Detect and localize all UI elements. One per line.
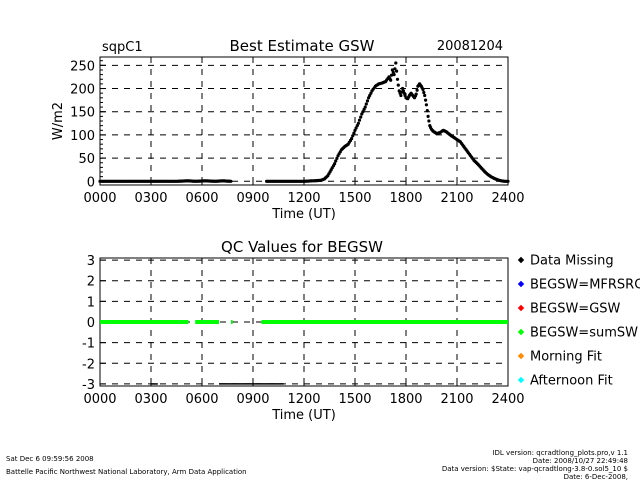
x-tick-label: 2100: [440, 191, 473, 206]
legend-label: Afternoon Fit: [530, 374, 613, 389]
chart-2: 0000 0300 0600 0900 1200 1500 1800 2100 2400 3 2 1 0…: [82, 254, 525, 423]
x-axis-label: Time (UT): [271, 408, 336, 423]
legend-marker: [517, 304, 525, 312]
legend-marker: [517, 328, 525, 336]
data-point: [334, 159, 338, 163]
data-point: [350, 137, 354, 141]
legend-label: BEGSW=MFRSRG: [530, 278, 640, 293]
y-tick-label: 0: [87, 175, 95, 190]
data-point: [393, 67, 397, 71]
data-point: [395, 69, 399, 73]
x-axis-label: Time (UT): [271, 207, 336, 222]
data-point: [359, 115, 363, 119]
x-tick-label: 1200: [287, 392, 320, 407]
chart-2-title: QC Values for BEGSW: [221, 238, 383, 256]
x-tick-label: 2100: [440, 392, 473, 407]
site-label: sqpC1: [102, 40, 143, 55]
legend-marker: [517, 280, 525, 288]
data-point: [333, 162, 337, 166]
legend-marker: [517, 256, 525, 264]
chart-1: 0000 0300 0600 0900 1200 1500 1800 2100 2400 0 50 1…: [51, 56, 525, 222]
data-point: [422, 90, 426, 95]
y-tick-label: -2: [82, 357, 95, 372]
data-point: [426, 114, 430, 118]
data-point: [424, 103, 428, 107]
y-tick-label: 2: [87, 275, 95, 290]
y-tick-label: 100: [70, 129, 95, 144]
x-tick-label: 2400: [491, 191, 524, 206]
x-tick-label: 0300: [134, 191, 167, 206]
data-point: [424, 98, 428, 102]
data-point: [425, 109, 429, 113]
x-tick-label: 0600: [185, 191, 218, 206]
data-point: [394, 61, 398, 65]
x-tick-label: 1500: [338, 191, 371, 206]
data-point: [392, 73, 396, 77]
y-tick-label: 200: [70, 83, 95, 98]
data-point: [365, 99, 370, 103]
data-point: [364, 102, 368, 106]
x-tick-label: 1800: [389, 191, 422, 206]
data-point: [506, 179, 510, 183]
footer-data-version: Data version: $State: vap-qcradtlong-3.8…: [441, 465, 628, 473]
x-tick-label: 0600: [185, 392, 218, 407]
data-point: [396, 83, 400, 87]
data-point: [389, 78, 393, 82]
x-tick-label: 2400: [491, 392, 524, 407]
data-point: [423, 93, 427, 98]
data-point: [390, 73, 394, 77]
plot-frame: [99, 56, 509, 186]
data-point: [401, 86, 405, 91]
data-point: [335, 156, 339, 160]
legend-marker: [517, 376, 525, 384]
data-point: [352, 131, 356, 135]
legend-label: BEGSW=GSW: [530, 302, 621, 317]
footer-idl-version: IDL version: qcradtlong_plots.pro,v 1.1: [492, 449, 628, 457]
x-tick-label: 1800: [389, 392, 422, 407]
data-point: [395, 77, 400, 81]
data-point: [351, 134, 355, 138]
y-tick-label: 3: [87, 254, 95, 269]
legend-label: Data Missing: [530, 254, 614, 269]
y-tick-label: -3: [82, 378, 95, 393]
footer-idl-date: Date: 2008/10/27 22:49:48: [532, 457, 628, 465]
y-tick-label: 0: [87, 316, 95, 331]
y-tick-label: 150: [70, 106, 95, 121]
x-tick-label: 0000: [83, 191, 116, 206]
data-point: [427, 119, 431, 123]
y-tick-label: 1: [87, 295, 95, 310]
data-point: [357, 118, 362, 122]
x-tick-label: 0000: [83, 392, 116, 407]
x-tick-label: 0900: [236, 392, 269, 407]
footer-data-date: Date: 6-Dec-2008,: [563, 473, 628, 481]
data-point: [399, 93, 403, 98]
y-axis-label: W/m2: [51, 102, 66, 140]
data-point: [354, 126, 358, 130]
footer-timestamp: Sat Dec 6 09:59:56 2008: [6, 455, 94, 463]
chart-2-legend: Data Missing BEGSW=MFRSRG BEGSW=GSW BEGSW=s…: [517, 254, 640, 389]
data-point: [415, 88, 419, 92]
date-label: 20081204: [437, 39, 503, 54]
x-tick-label: 1200: [287, 191, 320, 206]
x-tick-label: 0900: [236, 191, 269, 206]
data-point: [421, 87, 425, 92]
data-point: [363, 105, 367, 109]
data-point: [229, 179, 233, 183]
x-tick-label: 0300: [134, 392, 167, 407]
data-point: [356, 121, 360, 125]
legend-label: Morning Fit: [530, 350, 602, 365]
data-point: [414, 92, 418, 96]
y-tick-label: 50: [78, 152, 95, 167]
chart-1-title: Best Estimate GSW: [230, 37, 375, 55]
y-tick-label: 250: [70, 59, 95, 74]
footer-org: Battelle Pacific Northwest National Labo…: [6, 468, 247, 476]
y-tick-label: -1: [82, 337, 95, 352]
legend-marker: [517, 352, 525, 360]
x-tick-label: 1500: [338, 392, 371, 407]
legend-label: BEGSW=sumSW: [530, 326, 638, 341]
